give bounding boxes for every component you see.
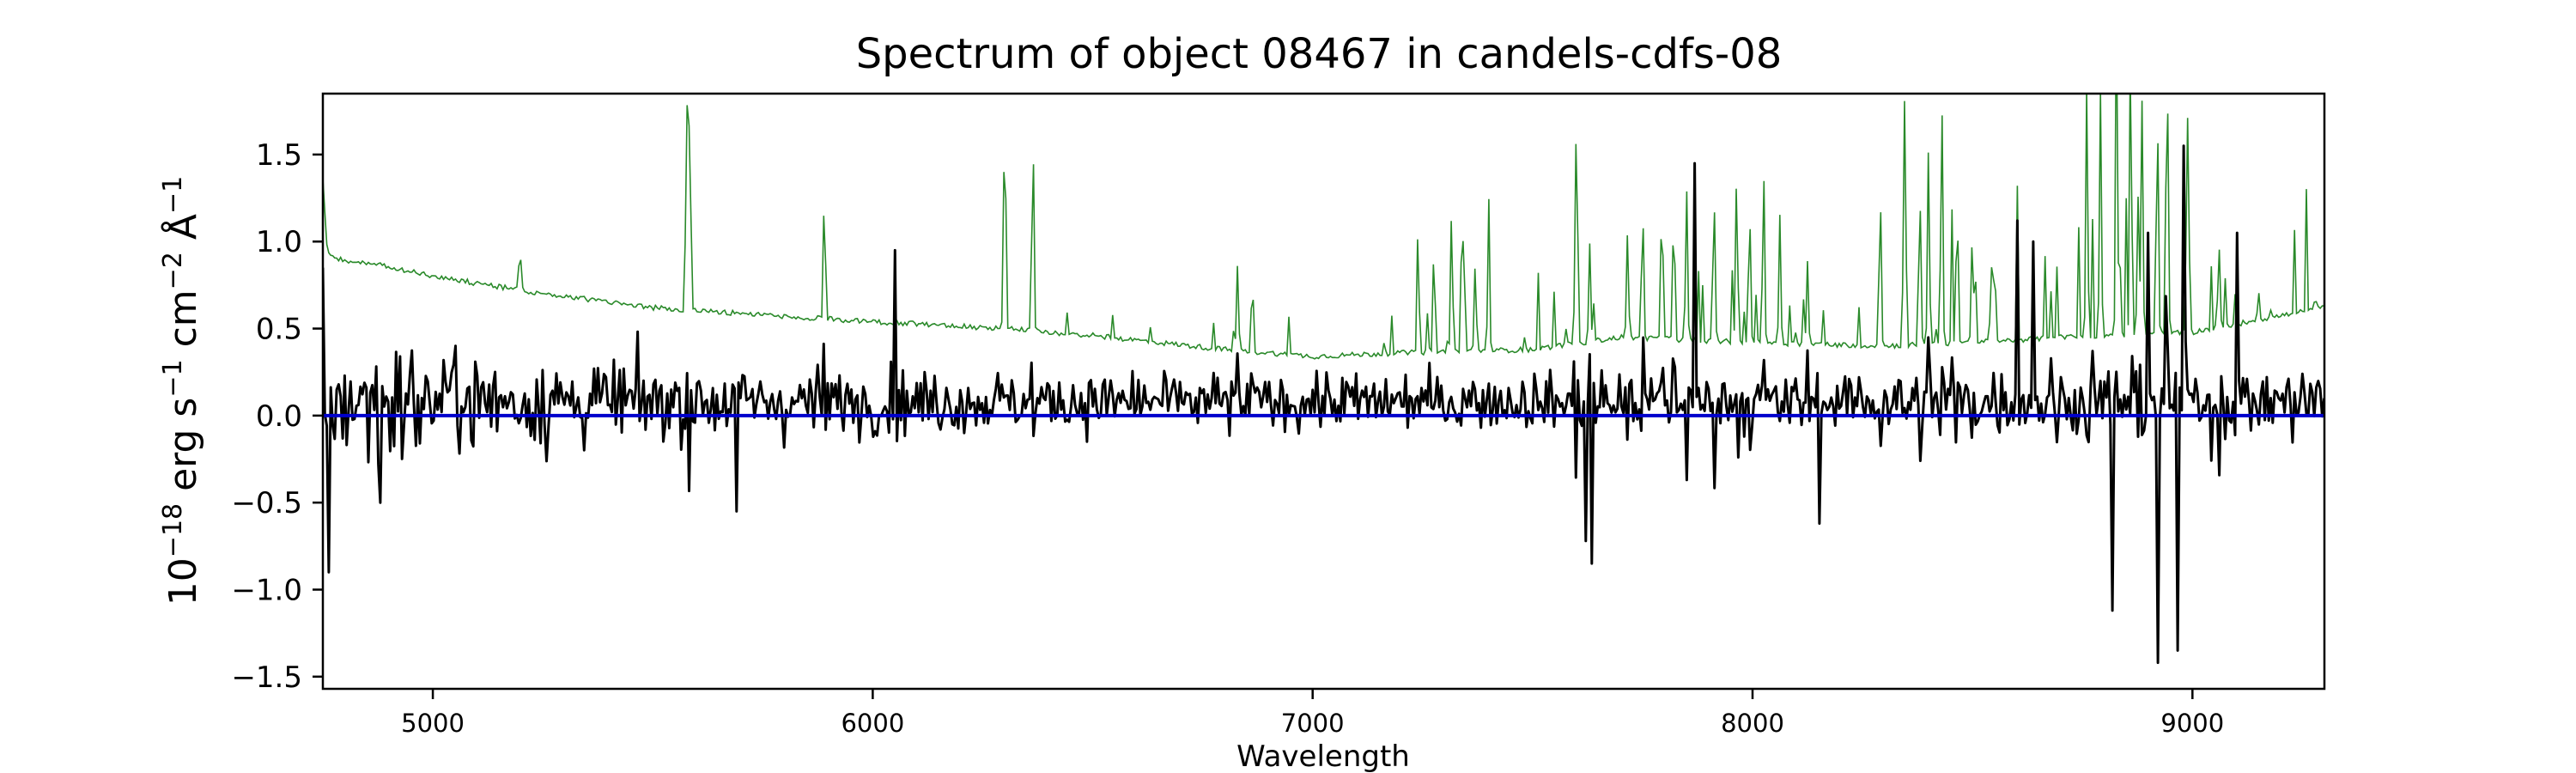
- x-tick-label: 8000: [1721, 709, 1784, 738]
- y-tick-label: 0.5: [256, 313, 302, 347]
- y-tick-label: 1.0: [256, 225, 302, 259]
- y-tick-label: 0.0: [256, 399, 302, 434]
- x-tick-label: 5000: [401, 709, 465, 738]
- y-tick-label: 1.5: [256, 138, 302, 173]
- y-axis-label-part: Å: [160, 214, 205, 252]
- y-axis-label-exponent: −1: [158, 176, 188, 214]
- y-axis-label-exponent: −18: [158, 503, 188, 557]
- y-axis-label: 10−18 erg s−1 cm−2 Å−1: [158, 176, 206, 606]
- y-axis-label-part: cm: [161, 289, 205, 359]
- y-tick-label: −0.5: [231, 486, 302, 520]
- y-axis-label-part: 10: [161, 557, 205, 606]
- y-tick-label: −1.5: [231, 660, 302, 695]
- x-axis: 5000 6000 7000 8000 9000: [401, 689, 2224, 738]
- chart-title: Spectrum of object 08467 in candels-cdfs…: [856, 30, 1783, 78]
- y-axis-label-exponent: −1: [158, 359, 188, 397]
- x-tick-label: 9000: [2160, 709, 2224, 738]
- spectrum-series-line: [323, 144, 2324, 665]
- y-axis-label-part: erg s: [161, 398, 205, 503]
- y-axis: −1.5 −1.0 −0.5 0.0 0.5 1.0 1.5: [231, 138, 323, 695]
- x-axis-label: Wavelength: [1236, 740, 1410, 773]
- y-tick-label: −1.0: [231, 574, 302, 608]
- x-tick-label: 7000: [1281, 709, 1345, 738]
- plot-frame: [321, 92, 2326, 691]
- x-tick-label: 6000: [841, 709, 904, 738]
- noise-series-line: [323, 94, 2324, 360]
- y-axis-label-exponent: −2: [158, 252, 188, 289]
